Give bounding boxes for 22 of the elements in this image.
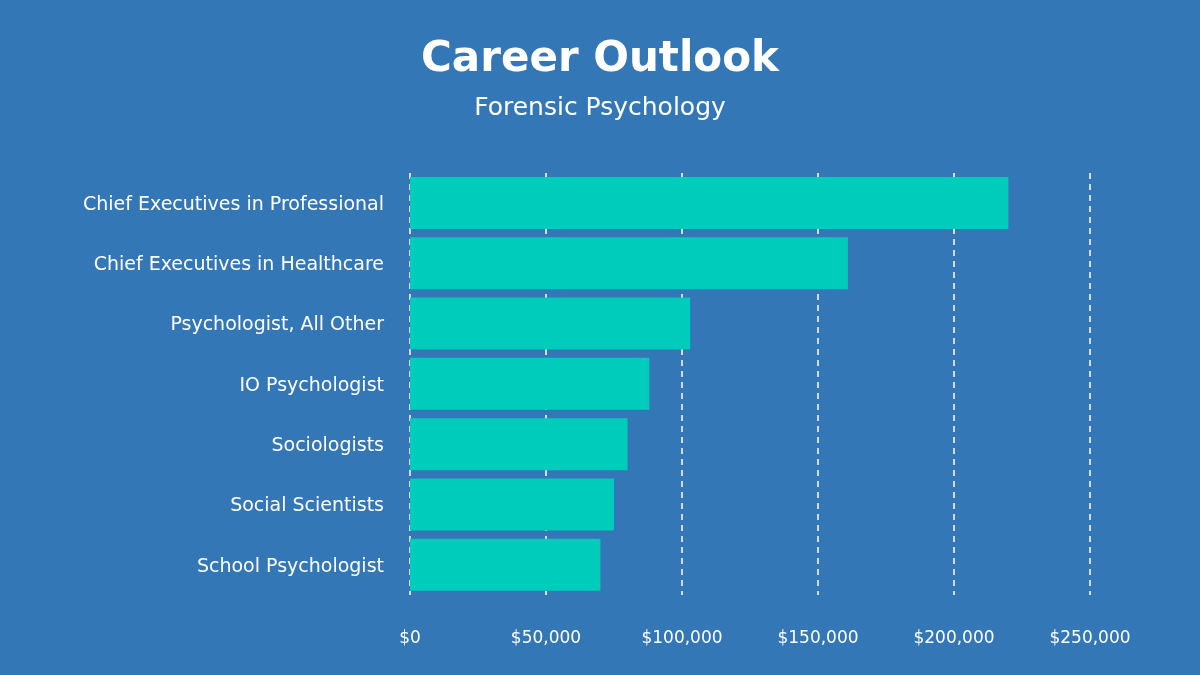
y-tick-label: School Psychologist [196, 553, 384, 576]
x-tick-label: $0 [399, 627, 421, 648]
y-tick-label: Social Scientists [230, 493, 384, 516]
bar [410, 478, 614, 531]
bar [410, 538, 601, 591]
y-tick-label: IO Psychologist [239, 372, 384, 395]
bar [410, 297, 691, 350]
x-tick-label: $50,000 [510, 627, 582, 648]
x-tick-label: $150,000 [777, 627, 859, 648]
y-tick-label: Psychologist, All Other [170, 312, 385, 335]
x-tick-label: $250,000 [1049, 627, 1131, 648]
x-tick-label: $200,000 [913, 627, 995, 648]
y-tick-label: Sociologists [271, 433, 384, 456]
chart-title: Career Outlook [420, 32, 781, 81]
bar [410, 357, 650, 410]
bar [410, 237, 848, 290]
bar [410, 418, 628, 471]
y-tick-label: Chief Executives in Professional [83, 191, 384, 214]
x-tick-label: $100,000 [641, 627, 723, 648]
chart-subtitle: Forensic Psychology [473, 92, 727, 121]
bar [410, 177, 1009, 229]
y-tick-label: Chief Executives in Healthcare [93, 252, 384, 275]
